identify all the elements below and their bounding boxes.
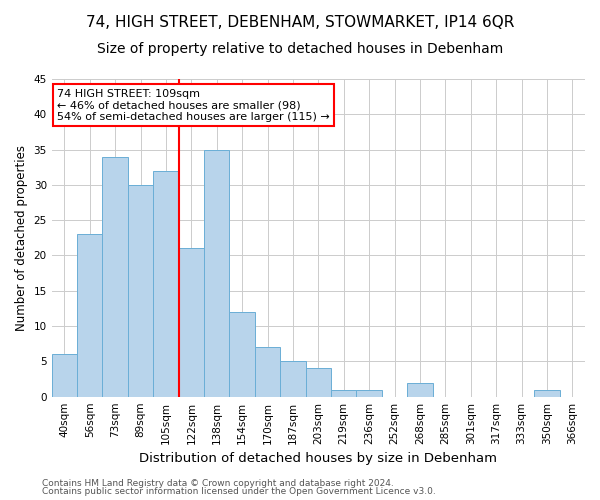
Bar (52, 354, 77, 397)
Bar (128, 185, 153, 396)
Text: Size of property relative to detached houses in Debenham: Size of property relative to detached ho… (97, 42, 503, 56)
Bar (534, 390, 560, 396)
Bar (153, 171, 179, 396)
Bar (229, 312, 255, 396)
Bar (331, 390, 356, 396)
Bar (305, 368, 331, 396)
Bar (280, 362, 305, 396)
Text: Contains HM Land Registry data © Crown copyright and database right 2024.: Contains HM Land Registry data © Crown c… (42, 478, 394, 488)
Y-axis label: Number of detached properties: Number of detached properties (15, 145, 28, 331)
Bar (356, 390, 382, 396)
Bar (204, 150, 229, 396)
Bar (179, 248, 204, 396)
Bar (407, 382, 433, 396)
X-axis label: Distribution of detached houses by size in Debenham: Distribution of detached houses by size … (139, 452, 497, 465)
Text: 74, HIGH STREET, DEBENHAM, STOWMARKET, IP14 6QR: 74, HIGH STREET, DEBENHAM, STOWMARKET, I… (86, 15, 514, 30)
Bar (103, 156, 128, 396)
Bar (77, 234, 103, 396)
Text: Contains public sector information licensed under the Open Government Licence v3: Contains public sector information licen… (42, 487, 436, 496)
Bar (255, 348, 280, 397)
Text: 74 HIGH STREET: 109sqm
← 46% of detached houses are smaller (98)
54% of semi-det: 74 HIGH STREET: 109sqm ← 46% of detached… (57, 88, 330, 122)
